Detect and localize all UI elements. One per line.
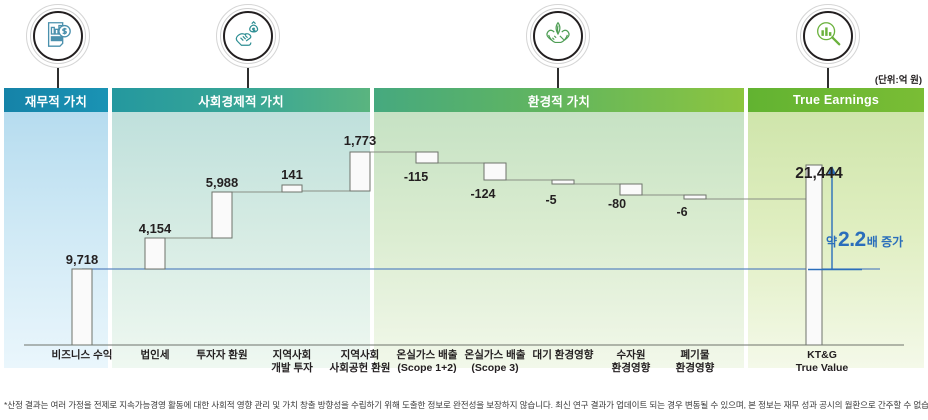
value-label-air-impact: -5	[545, 193, 557, 207]
x-label-community-contribution: 지역사회 사회공헌 환원	[329, 349, 391, 374]
medallion-core	[223, 11, 273, 61]
icon-medallion-socioeconomic	[216, 4, 280, 96]
magnifier-chart-icon	[813, 19, 843, 54]
growth-annotation: 약 2.2 배 증가	[826, 228, 903, 252]
x-label-corporate-tax: 법인세	[140, 349, 170, 361]
waterfall-bars	[71, 151, 823, 346]
unit-label: (단위:억 원)	[874, 75, 922, 86]
footnote-text: *산정 결과는 여러 가정을 전제로 지속가능경영 활동에 대한 사회적 영향 …	[4, 400, 928, 410]
bar-true-value-total[interactable]	[805, 164, 823, 346]
bar-waste-impact[interactable]	[683, 194, 707, 200]
medallion-core	[803, 11, 853, 61]
x-label-air-impact: 대기 환경영향	[532, 349, 594, 361]
bar-business-revenue[interactable]	[71, 268, 93, 346]
x-label-ghg-scope3: 온실가스 배출 (Scope 3)	[464, 349, 526, 374]
bar-air-impact[interactable]	[551, 179, 575, 185]
value-label-corporate-tax: 4,154	[138, 221, 172, 236]
waterfall-chart	[24, 151, 904, 346]
icon-medallion-financial	[26, 4, 90, 96]
value-label-business-revenue: 9,718	[65, 252, 99, 267]
panel-socioeconomic: 사회경제적 가치	[112, 88, 370, 368]
x-label-water-impact: 수자원 환경영향	[611, 349, 651, 374]
medallion-inner-ring	[220, 8, 276, 64]
bar-ghg-scope3[interactable]	[483, 162, 507, 181]
x-label-community-development: 지역사회 개발 투자	[271, 349, 313, 374]
panel-true-earnings: True Earnings	[748, 88, 924, 368]
panel-environment: 환경적 가치	[374, 88, 744, 368]
icon-medallion-environment	[526, 4, 590, 96]
panel-title-financial: 재무적 가치	[4, 88, 108, 112]
x-label-waste-impact: 폐기물 환경영향	[675, 349, 715, 374]
bar-corporate-tax[interactable]	[144, 237, 166, 270]
growth-arrow	[808, 166, 862, 271]
value-label-ghg-scope12: -115	[403, 170, 429, 184]
bar-investor-return[interactable]	[211, 191, 233, 239]
bar-community-development[interactable]	[281, 184, 303, 193]
medallion-inner-ring	[30, 8, 86, 64]
growth-prefix: 약	[826, 235, 838, 249]
financial-report-icon	[43, 19, 73, 54]
panel-title-socioeconomic: 사회경제적 가치	[112, 88, 370, 112]
panel-body-true-earnings	[748, 112, 924, 368]
medallion-inner-ring	[530, 8, 586, 64]
bar-community-contribution[interactable]	[349, 151, 371, 192]
x-label-true-value-total: KT&G True Value	[795, 349, 849, 374]
hand-money-icon	[233, 19, 263, 54]
value-label-water-impact: -80	[607, 197, 627, 211]
growth-value: 2.2	[838, 228, 866, 251]
connector-lines	[82, 151, 806, 270]
medallion-inner-ring	[800, 8, 856, 64]
medallion-stem	[827, 68, 829, 96]
value-label-true-value-total: 21,444	[795, 165, 843, 182]
bar-ghg-scope12[interactable]	[415, 151, 439, 164]
value-label-community-contribution: 1,773	[343, 133, 377, 148]
value-label-waste-impact: -6	[676, 205, 688, 219]
medallion-stem	[557, 68, 559, 96]
medallion-stem	[247, 68, 249, 96]
medallion-stem	[57, 68, 59, 96]
value-label-ghg-scope3: -124	[470, 187, 496, 201]
x-axis-labels: 비즈니스 수익 법인세 투자자 환원 지역사회 개발 투자 지역사회 사회공헌 환원…	[0, 349, 928, 395]
value-label-investor-return: 5,988	[205, 175, 239, 190]
medallion-core	[533, 11, 583, 61]
bar-water-impact[interactable]	[619, 183, 643, 196]
medallion-core	[33, 11, 83, 61]
x-label-ghg-scope12: 온실가스 배출 (Scope 1+2)	[396, 349, 458, 374]
hands-leaf-icon	[543, 19, 573, 54]
x-label-investor-return: 투자자 환원	[196, 349, 248, 361]
value-label-community-development: 141	[281, 167, 303, 182]
growth-suffix: 배 증가	[866, 235, 904, 249]
x-label-business-revenue: 비즈니스 수익	[51, 349, 113, 361]
icon-medallion-true-earnings	[796, 4, 860, 96]
panel-title-environment: 환경적 가치	[374, 88, 744, 112]
panel-title-true-earnings: True Earnings	[748, 88, 924, 112]
